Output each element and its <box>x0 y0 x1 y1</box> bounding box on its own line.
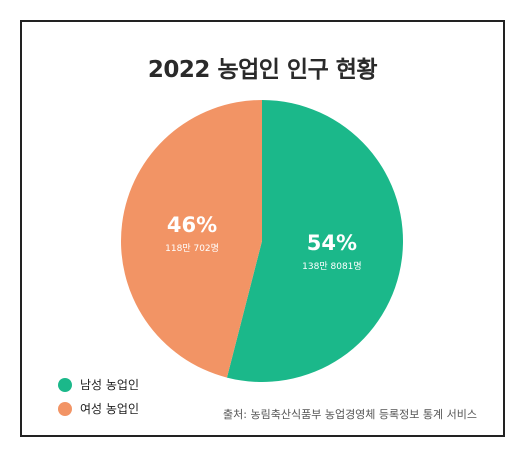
slice-count-label-0: 138만 8081명 <box>302 261 362 272</box>
legend-label-male: 남성 농업인 <box>80 378 140 392</box>
chart-title: 2022 농업인 인구 현황 <box>147 57 378 83</box>
legend-swatch-male <box>58 377 72 392</box>
pie-chart: 54% 138만 8081명 46% 118만 702명 <box>121 100 404 383</box>
slice-percent-label-1: 46% <box>167 213 217 237</box>
legend-swatch-female <box>58 401 72 416</box>
legend-item-female: 여성 농업인 <box>58 400 139 417</box>
slice-percent-label-0: 54% <box>307 231 357 255</box>
chart-frame: 2022 농업인 인구 현황 54% 138만 8081명 46% 118만 702명… <box>20 20 505 437</box>
legend-label-female: 여성 농업인 <box>80 402 140 416</box>
pie-slice-1 <box>121 100 262 378</box>
pie-slice-0 <box>226 100 404 383</box>
slice-count-label-1: 118만 702명 <box>165 243 219 254</box>
source-note: 출처: 농림축산식품부 농업경영체 등록정보 통계 서비스 <box>223 408 477 421</box>
legend-item-male: 남성 농업인 <box>58 376 139 393</box>
